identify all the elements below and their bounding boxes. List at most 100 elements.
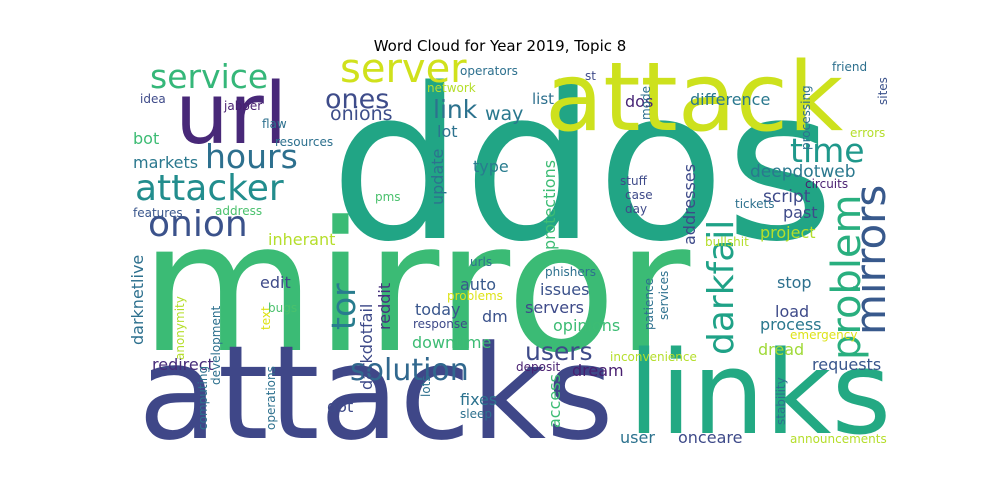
word-darkfail: darkfail [701,220,742,355]
word-tor: tor [324,283,363,330]
word-urls: urls [470,255,492,269]
word-announcements: announcements [790,432,887,446]
word-emergency: emergency [790,328,857,342]
word-update: update [428,149,447,205]
word-load: load [775,302,809,321]
word-onceare: onceare [678,428,742,447]
word-patience: patience [642,278,656,330]
word-dot: dot [327,397,353,416]
word-type: type [473,157,509,176]
word-computing: computing [196,366,210,430]
word-problems: problems [447,289,503,303]
word-process: process [760,315,821,334]
word-addresses: addresses [680,164,699,245]
word-past: past [783,203,818,222]
word-darknetlive: darknetlive [128,255,147,345]
word-text: text [259,306,273,330]
word-stop: stop [777,273,812,292]
word-stuff: stuff [620,174,648,188]
word-url: url [175,65,287,164]
word-attack: attack [545,43,843,153]
word-onion: onion [148,204,248,245]
word-bugs: bugs [268,301,297,315]
word-stability: stability [774,377,788,425]
word-anonymity: anonymity [173,296,187,360]
word-day: day [625,202,647,216]
word-ddos: ddos [330,43,835,288]
word-flaw: flaw [262,117,287,131]
word-st: st [585,69,596,83]
word-access: access [545,374,564,428]
word-pms: pms [375,190,401,204]
word-deposit: deposit [516,360,561,374]
word-downtime: downtime [412,333,491,352]
word-onions: onions [330,103,393,125]
word-darkdotfail: darkdotfail [357,304,376,390]
word-bullshit: bullshit [705,235,749,249]
word-sites: sites [876,77,890,105]
word-phishers: phishers [545,265,596,279]
word-lot: lot [437,122,458,141]
word-idea: idea [140,92,166,106]
word-development: development [209,306,223,385]
chart-title: Word Cloud for Year 2019, Topic 8 [373,37,627,55]
word-sleep: sleep [460,407,492,421]
word-protections: protections [540,160,559,250]
word-processing: processing [799,85,813,150]
word-lots: lots [419,375,433,397]
word-circuits: circuits [805,177,848,191]
word-solution: solution [350,353,469,388]
word-bot: bot [133,129,159,148]
word-dos: dos [625,92,653,111]
word-time: time [790,131,865,170]
word-network: network [427,81,476,95]
word-list: list [532,90,554,108]
word-edit: edit [260,273,291,292]
word-difference: difference [690,90,770,109]
word-dream: dream [572,361,624,380]
word-attacker: attacker [135,168,284,209]
word-case: case [625,188,653,202]
word-attacks: attacks [138,317,614,469]
word-mode: mode [639,86,653,120]
word-dread: dread [758,340,804,359]
word-reddit: reddit [375,283,394,330]
word-auto: auto [460,275,496,294]
word-user: user [620,428,655,447]
word-features: features [133,206,183,220]
word-hours: hours [205,137,298,176]
word-services: services [657,271,671,320]
word-markets: markets [133,153,198,172]
word-mirror: mirror [140,184,690,393]
word-jabber: jabber [223,99,262,113]
word-servers: servers [525,298,584,317]
word-response: response [413,317,468,331]
word-today: today [415,300,461,319]
word-server: server [340,46,467,92]
word-ones: ones [325,84,389,115]
word-issues: issues [540,280,589,299]
word-opinions: opinions [553,316,620,335]
word-inconvenience: inconvenience [610,350,697,364]
word-friend: friend [832,60,867,74]
word-problem: problem [824,194,870,360]
word-operators: operators [460,64,518,78]
word-redirect: redirect [152,355,214,374]
word-deepdotweb: deepdotweb [750,162,856,182]
word-resources: resources [275,135,333,149]
word-address: address [215,204,262,218]
word-mirrors: mirrors [846,185,895,335]
word-errors: errors [850,126,885,140]
word-tickets: tickets [735,197,775,211]
word-way: way [485,103,523,125]
word-users: users [525,337,593,366]
word-links: links [628,327,891,461]
word-link: link [433,95,478,124]
word-project: project [760,223,816,242]
word-operations: operations [264,366,278,430]
word-script: script [763,187,811,207]
word-dm: dm [482,307,508,326]
word-fixes: fixes [460,390,497,409]
word-inherant: inherant [268,230,335,249]
